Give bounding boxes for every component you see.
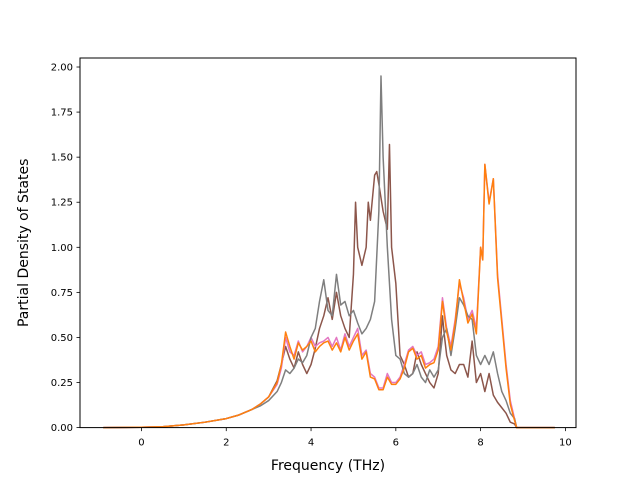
series-line-3 [103,163,555,429]
y-tick-label: 2.00 [51,63,73,74]
y-tick-label: 0.50 [51,333,73,344]
x-axis-label: Frequency (THz) [271,458,385,474]
series-layer [103,75,555,429]
y-axis: 0.00 0.25 0.50 0.75 1.00 1.25 1.50 1.75 2.00 [51,63,80,434]
axes-frame [79,57,577,429]
x-axis: 0 2 4 6 8 10 [138,427,572,449]
x-tick-label: 4 [308,438,314,449]
y-tick-label: 1.50 [51,153,73,164]
x-tick-label: 6 [393,438,399,449]
y-tick-label: 1.00 [51,243,73,254]
x-tick-label: 2 [223,438,229,449]
y-tick-label: 0.00 [51,423,73,434]
x-tick-label: 10 [559,438,572,449]
y-tick-label: 0.75 [51,288,73,299]
y-tick-label: 0.25 [51,378,73,389]
y-axis-label: Partial Density of States [16,159,32,327]
y-tick-label: 1.75 [51,108,73,119]
y-tick-label: 1.25 [51,198,73,209]
x-tick-label: 8 [477,438,483,449]
series-line-2 [103,75,555,429]
x-tick-label: 0 [138,438,144,449]
